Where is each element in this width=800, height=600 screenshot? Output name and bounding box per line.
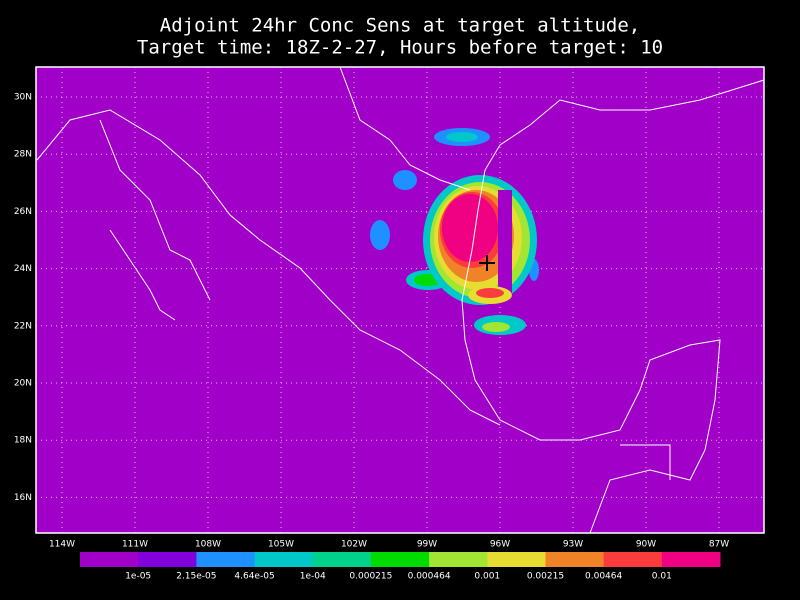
colorbar-label: 0.000464 <box>408 572 451 582</box>
lat-label: 18N <box>14 436 32 446</box>
lon-label: 87W <box>709 540 729 550</box>
colorbar-label: 0.000215 <box>349 572 392 582</box>
colorbar-swatch <box>80 552 139 567</box>
lon-label: 90W <box>636 540 656 550</box>
contour <box>370 220 390 250</box>
coastline <box>99 119 211 301</box>
lon-label: 108W <box>195 540 221 550</box>
contour <box>442 194 498 262</box>
colorbar-swatch <box>545 552 605 567</box>
title-line: Adjoint 24hr Conc Sens at target altitud… <box>160 15 640 37</box>
lat-label: 28N <box>14 150 32 160</box>
coastlines <box>36 66 765 534</box>
colorbar-swatch <box>138 552 197 567</box>
contour <box>476 288 504 298</box>
colorbar-swatch <box>312 552 372 567</box>
colorbar-label: 0.001 <box>474 572 500 582</box>
colorbar-label: 1e-05 <box>125 572 151 582</box>
lon-label: 105W <box>268 540 294 550</box>
lon-label: 114W <box>49 540 75 550</box>
target-marker <box>479 255 495 271</box>
colorbar-swatch <box>196 552 256 567</box>
lat-label: 20N <box>14 379 32 389</box>
colorbar-label: 0.00215 <box>527 572 564 582</box>
coastline <box>109 229 176 321</box>
contour <box>446 132 478 142</box>
colorbar-swatch <box>661 552 721 567</box>
lat-label: 22N <box>14 321 32 331</box>
lat-label: 26N <box>14 207 32 217</box>
colorbar-label: 2.15e-05 <box>176 572 216 582</box>
colorbar-label: 1e-04 <box>300 572 326 582</box>
colorbar: 1e-05 2.15e-05 4.64e-05 1e-04 0.000215 0.0004… <box>80 552 721 582</box>
contour-gap <box>498 190 512 300</box>
colorbar-swatch <box>487 552 546 567</box>
colorbar-swatch <box>254 552 314 567</box>
coastline <box>461 79 765 534</box>
contour <box>393 170 417 190</box>
lon-label: 96W <box>490 540 510 550</box>
lon-label: 111W <box>122 540 148 550</box>
colorbar-label: 4.64e-05 <box>234 572 274 582</box>
colorbar-swatch <box>370 552 430 567</box>
lat-label: 24N <box>14 264 32 274</box>
colorbar-swatch <box>603 552 663 567</box>
border <box>339 66 471 191</box>
title-line: Target time: 18Z-2-27, Hours before targ… <box>137 37 663 59</box>
lon-label: 99W <box>417 540 437 550</box>
colorbar-label: 0.01 <box>652 572 672 582</box>
colorbar-swatch <box>429 552 488 567</box>
lat-label: 16N <box>14 493 32 503</box>
lon-label: 93W <box>563 540 583 550</box>
lat-label: 30N <box>14 93 32 103</box>
contour <box>482 322 510 332</box>
sensitivity-contours <box>370 128 539 335</box>
map-frame <box>35 66 765 534</box>
colorbar-label: 0.00464 <box>585 572 622 582</box>
border <box>620 444 671 480</box>
coastline <box>36 109 501 426</box>
axis-labels: 30N 28N 26N 24N 22N 20N 18N 16N 114W 111W 108W 105W… <box>14 93 729 550</box>
lon-label: 102W <box>341 540 367 550</box>
